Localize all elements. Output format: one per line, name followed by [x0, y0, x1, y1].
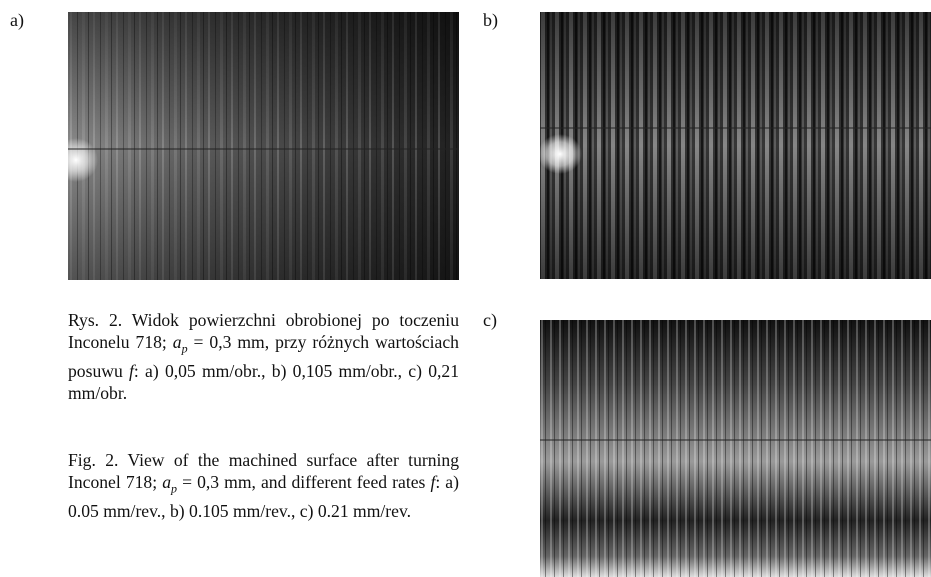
- micrograph-b: [540, 12, 931, 279]
- symbol: ap: [172, 332, 188, 356]
- symbol: f: [129, 360, 134, 381]
- caption-text: Fig. 2. View of the machined surface af­…: [68, 450, 459, 492]
- caption-text: = 0,3 mm, and different feed rates: [177, 472, 431, 492]
- caption-text: = 0,3 mm, przy różnych wartościach posuw…: [68, 332, 459, 381]
- panel-label: b): [483, 10, 498, 30]
- symbol-text: a: [172, 332, 182, 352]
- symbol: ap: [162, 472, 177, 496]
- panel-label: c): [483, 310, 497, 330]
- caption-text: : a) 0,05 mm/obr., b) 0,105 mm/obr., c) …: [68, 360, 460, 403]
- micrograph-a: [68, 12, 459, 280]
- caption-text: : a) 0.05 mm/rev., b) 0.105 mm/rev., c) …: [68, 472, 459, 521]
- caption-pl: Rys. 2. Widok powierzchni obrobionej po …: [68, 309, 459, 404]
- subscript: p: [171, 481, 177, 496]
- symbol-text: a: [162, 472, 171, 492]
- micrograph-c: [540, 320, 931, 577]
- caption-en: Fig. 2. View of the machined surface af­…: [68, 449, 459, 522]
- symbol: f: [430, 472, 436, 492]
- caption-text: Rys. 2. Widok powierzchni obrobionej po …: [68, 310, 459, 352]
- subscript: p: [181, 341, 188, 356]
- panel-label: a): [10, 10, 24, 30]
